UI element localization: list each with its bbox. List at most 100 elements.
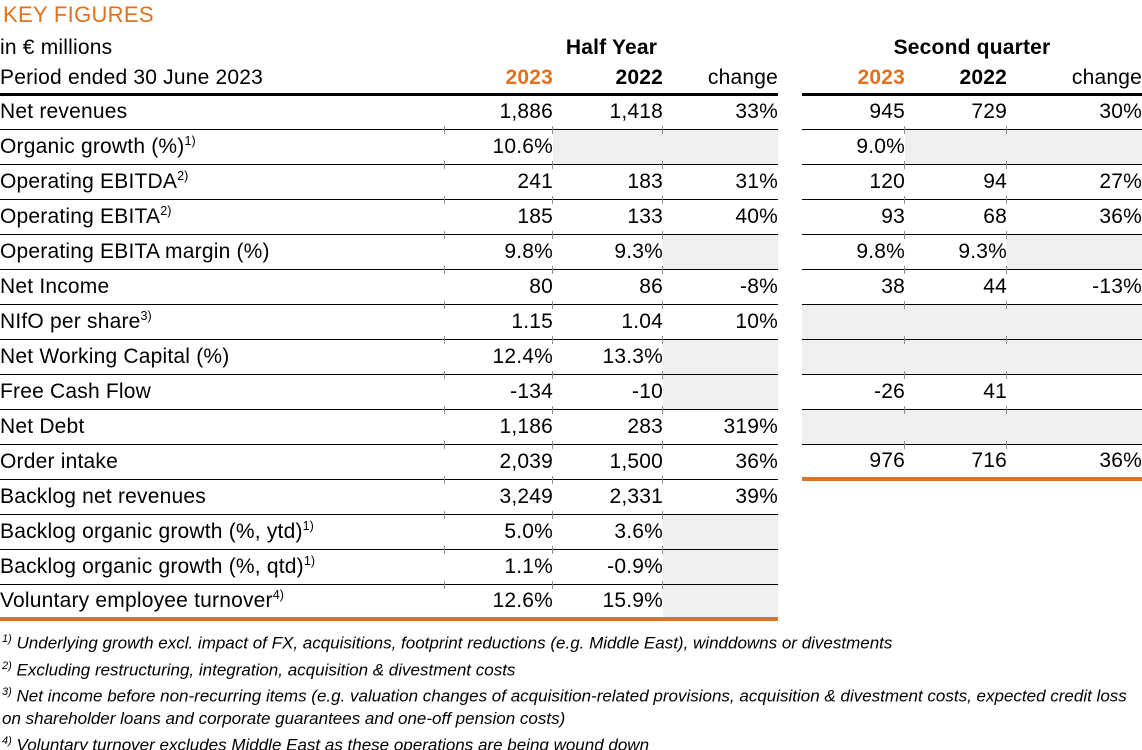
table-row: Operating EBITA margin (%) 9.8% 9.3% 9.8% 9.…: [0, 230, 1142, 270]
column-gap: [778, 339, 802, 374]
period-label: Period ended 30 June 2023: [0, 63, 445, 96]
second-quarter-value-cell: [1006, 405, 1142, 445]
row-label: Backlog organic growth (%, ytd)1): [0, 514, 445, 550]
half-year-value-cell: 13.3%: [552, 335, 663, 375]
footnote-marker: 1): [303, 554, 316, 568]
empty-cell: [802, 584, 905, 619]
column-gap: [778, 199, 802, 234]
half-year-value-cell: 1,500: [552, 440, 663, 480]
second-quarter-value-cell: [1006, 370, 1142, 410]
row-label: Net Debt: [0, 409, 445, 445]
row-label: NIfO per share3): [0, 304, 445, 340]
column-gap: [778, 164, 802, 199]
half-year-value-cell: 39%: [662, 475, 778, 515]
column-gap: [778, 514, 802, 549]
footnote-marker: 1): [184, 134, 196, 148]
half-year-value-cell: 183: [552, 160, 663, 200]
footnote-marker: 1): [302, 519, 314, 533]
column-gap: [778, 409, 802, 444]
half-year-value-cell: [662, 510, 778, 550]
second-quarter-value-cell: -26: [802, 374, 905, 410]
footnote-marker: 2): [160, 204, 172, 218]
empty-cell: [905, 584, 1007, 619]
second-quarter-value-cell: [1006, 125, 1142, 165]
footnote-marker: 2): [2, 659, 12, 672]
column-header-row: Period ended 30 June 2023 2023 2022 chan…: [0, 63, 1142, 96]
hy-2023-header: 2023: [445, 63, 553, 96]
q2-2022-header: 2022: [905, 63, 1007, 96]
empty-cell: [1007, 479, 1142, 514]
second-quarter-value-cell: [904, 300, 1007, 340]
units-label: in € millions: [0, 36, 113, 59]
row-label: Operating EBITA margin (%): [0, 234, 445, 270]
row-label: Operating EBITDA2): [0, 164, 445, 200]
half-year-value-cell: 133: [552, 195, 663, 235]
second-quarter-value-cell: [1006, 230, 1142, 270]
key-figures-table: in € millions Half Year Second quarter P…: [0, 33, 1142, 621]
half-year-value-cell: 80: [444, 265, 553, 305]
column-gap: [778, 304, 802, 339]
second-quarter-value-cell: [802, 409, 905, 445]
half-year-value-cell: 3,249: [444, 475, 553, 515]
row-label: Backlog organic growth (%, qtd)1): [0, 549, 445, 585]
table-row: Backlog net revenues 3,249 2,331 39%: [0, 475, 1142, 515]
second-quarter-value-cell: [904, 335, 1007, 375]
q2-2023-header: 2023: [802, 63, 905, 96]
figures-body: Net revenues 1,886 1,418 33% 945 729 30% Organi…: [0, 94, 1142, 621]
half-year-value-cell: -10: [552, 370, 663, 410]
column-gap: [778, 94, 802, 129]
second-quarter-value-cell: [1006, 300, 1142, 340]
half-year-value-cell: [662, 580, 778, 621]
empty-cell: [802, 479, 905, 514]
second-quarter-value-cell: [802, 304, 905, 340]
half-year-value-cell: 86: [552, 265, 663, 305]
second-quarter-value-cell: 9.3%: [904, 230, 1007, 270]
half-year-value-cell: 12.6%: [444, 580, 553, 621]
table-row: Free Cash Flow -134 -10 -26 41: [0, 370, 1142, 410]
half-year-value-cell: [662, 230, 778, 270]
second-quarter-value-cell: 30%: [1007, 94, 1142, 130]
second-quarter-value-cell: [904, 405, 1007, 445]
second-quarter-value-cell: 9.8%: [802, 234, 905, 270]
second-quarter-value-cell: 93: [802, 199, 905, 235]
table-row: Net Income 80 86 -8% 38 44 -13%: [0, 265, 1142, 305]
second-quarter-value-cell: -13%: [1006, 265, 1142, 305]
column-gap: [778, 33, 802, 63]
half-year-value-cell: 1,886: [445, 94, 553, 130]
half-year-value-cell: [662, 545, 778, 585]
table-row: Operating EBITA2) 185 133 40% 93 68 36%: [0, 195, 1142, 235]
table-row: Backlog organic growth (%, qtd)1) 1.1% -0.…: [0, 545, 1142, 585]
second-quarter-value-cell: 94: [904, 160, 1007, 200]
second-quarter-value-cell: [802, 339, 905, 375]
footnote-marker: 3): [2, 686, 12, 699]
footnote-marker: 4): [272, 588, 284, 603]
half-year-value-cell: [552, 125, 663, 165]
footnote: 4) Voluntary turnover excludes Middle Ea…: [2, 734, 650, 750]
second-quarter-value-cell: [904, 125, 1007, 165]
half-year-value-cell: 283: [552, 405, 663, 445]
half-year-value-cell: -134: [444, 370, 553, 410]
half-year-value-cell: 15.9%: [552, 580, 663, 621]
page-title: KEY FIGURES: [3, 2, 154, 27]
second-quarter-value-cell: 44: [904, 265, 1007, 305]
half-year-value-cell: [662, 370, 778, 410]
table-row: Net Debt 1,186 283 319%: [0, 405, 1142, 445]
table-row: Voluntary employee turnover4) 12.6% 15.9%: [0, 580, 1142, 621]
row-label: Net Working Capital (%): [0, 339, 445, 375]
half-year-value-cell: 319%: [662, 405, 778, 445]
footnote-marker: 4): [2, 734, 12, 747]
second-quarter-value-cell: [1006, 335, 1142, 375]
column-gap: [778, 549, 802, 584]
table-row: Net revenues 1,886 1,418 33% 945 729 30%: [0, 94, 1142, 130]
footnote: 1) Underlying growth excl. impact of FX,…: [2, 633, 893, 653]
table-row: Operating EBITDA2) 241 183 31% 120 94 27%: [0, 160, 1142, 200]
half-year-value-cell: 1,186: [444, 405, 553, 445]
second-quarter-value-cell: 729: [905, 94, 1007, 130]
footnote-marker: 2): [177, 169, 189, 183]
hy-change-header: change: [663, 63, 778, 96]
half-year-value-cell: 241: [444, 160, 553, 200]
second-quarter-value-cell: 38: [802, 269, 905, 305]
half-year-value-cell: -0.9%: [552, 545, 663, 585]
half-year-value-cell: 10.6%: [444, 125, 553, 165]
row-label: Organic growth (%)1): [0, 129, 445, 165]
